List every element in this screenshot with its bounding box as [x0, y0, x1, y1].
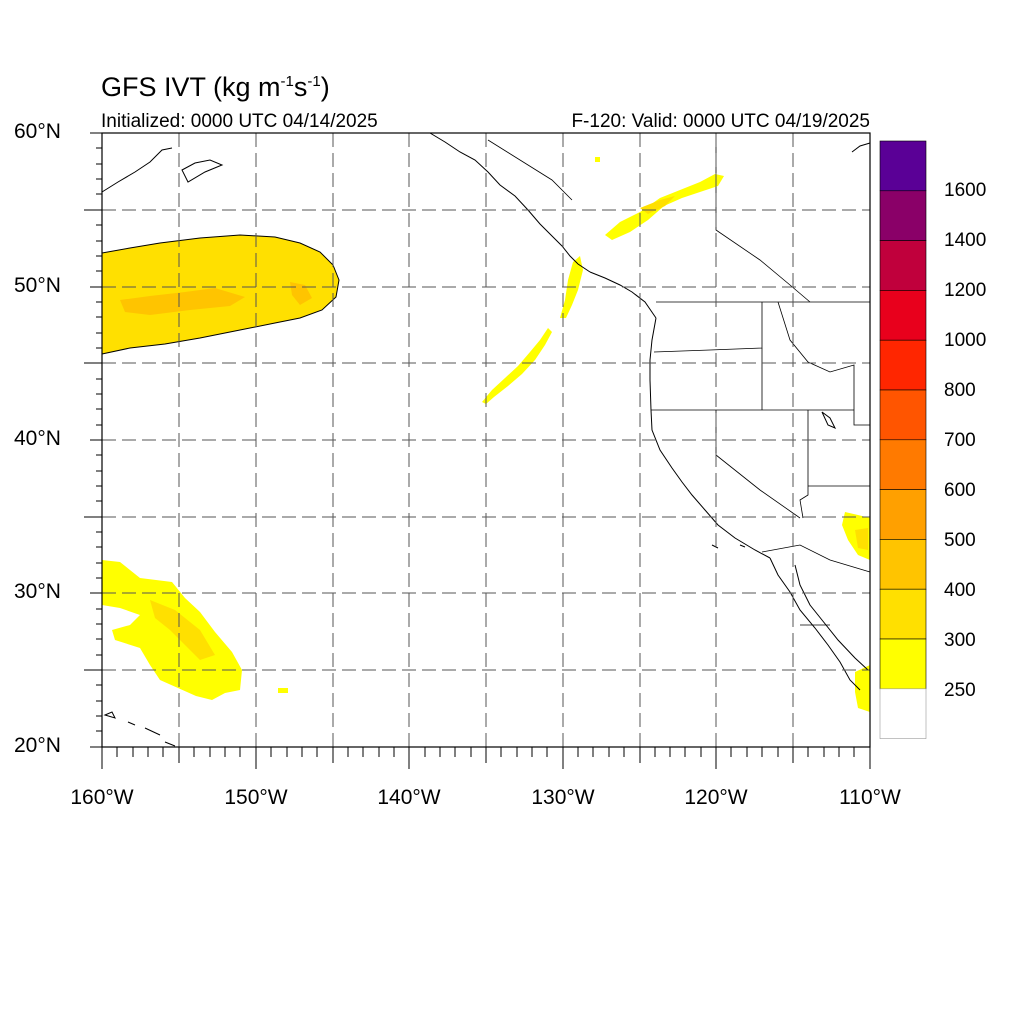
northeast-pacific-ivt-filament	[482, 328, 552, 404]
lat-label-50n: 50°N	[14, 274, 61, 297]
colorbar-label-600: 600	[944, 480, 976, 501]
colorbar-box-9	[879, 588, 927, 640]
lat-lon-grid	[102, 133, 870, 747]
washington-oregon-border	[653, 302, 763, 353]
southeast-alaska-coastline	[429, 132, 591, 273]
colorbar-label-500: 500	[944, 530, 976, 551]
canada-coastline	[589, 271, 657, 319]
great-salt-lake	[821, 411, 837, 429]
lat-label-60n: 60°N	[14, 120, 61, 143]
north-pacific-ivt-core	[120, 288, 245, 315]
init-time-subtitle: Initialized: 0000 UTC 04/14/2025	[101, 111, 378, 132]
lon-label-160w: 160°W	[70, 786, 134, 809]
political-boundaries	[487, 135, 871, 626]
alaska-canada-border	[487, 139, 573, 201]
north-pacific-ivt-core-2	[290, 282, 312, 305]
alaska-coastline	[101, 147, 173, 193]
idaho-border	[761, 301, 870, 426]
lon-label-140w: 140°W	[377, 786, 441, 809]
colorbar-box-5	[879, 389, 927, 441]
colorbar-box-6	[879, 439, 927, 490]
lon-label-110w: 110°W	[839, 786, 901, 809]
colorbar-box-0	[879, 140, 927, 192]
colorbar-box-11	[879, 688, 927, 739]
colorbar-label-300: 300	[944, 630, 976, 651]
colorbar-box-7	[879, 489, 927, 540]
lon-label-130w: 130°W	[531, 786, 595, 809]
colorbar-label-700: 700	[944, 430, 976, 451]
baja-ivt-core	[855, 528, 868, 550]
chart-title: GFS IVT (kg m-1s-1)	[101, 72, 330, 102]
colorbar-label-1600: 1600	[944, 180, 987, 201]
valid-time-subtitle: F-120: Valid: 0000 UTC 04/19/2025	[571, 111, 870, 132]
nevada-utah-border	[799, 410, 809, 519]
colorbar-box-3	[879, 290, 927, 341]
colorbar-label-400: 400	[944, 580, 976, 601]
lon-label-120w: 120°W	[684, 786, 748, 809]
colorbar	[879, 140, 927, 739]
colorbar-label-1400: 1400	[944, 230, 987, 251]
canada-province-border	[715, 135, 811, 303]
baja-coastline	[769, 557, 861, 691]
lat-label-20n: 20°N	[14, 734, 61, 757]
coastlines	[101, 132, 871, 747]
colorbar-label-1200: 1200	[944, 280, 987, 301]
lat-label-30n: 30°N	[14, 580, 61, 603]
ivt-shading	[101, 157, 870, 712]
colorbar-box-10	[879, 638, 927, 690]
us-mexico-border	[761, 544, 871, 573]
british-columbia-ivt-patch	[605, 174, 724, 240]
colorbar-box-2	[879, 240, 927, 291]
subtropical-ivt-core	[150, 600, 215, 660]
colorbar-box-1	[879, 190, 927, 241]
mexico-ivt-patch	[855, 665, 870, 712]
colorbar-label-1000: 1000	[944, 330, 987, 351]
hawaii-islands	[103, 711, 176, 747]
alaska-coastline-2	[181, 159, 224, 183]
axis-ticks	[84, 132, 871, 769]
nevada-california-border	[715, 410, 801, 519]
us-west-coastline	[649, 317, 771, 559]
lon-label-150w: 150°W	[224, 786, 288, 809]
northeast-corner-coast	[851, 142, 871, 153]
channel-islands	[711, 544, 746, 549]
gulf-of-california-coast	[794, 564, 869, 671]
colorbar-label-250: 250	[944, 680, 976, 701]
bc-ivt-speck	[595, 157, 600, 162]
colorbar-box-8	[879, 539, 927, 590]
colorbar-box-4	[879, 339, 927, 391]
lat-label-40n: 40°N	[14, 427, 61, 450]
colorbar-label-800: 800	[944, 380, 976, 401]
subtropical-ivt-speck	[278, 688, 288, 693]
